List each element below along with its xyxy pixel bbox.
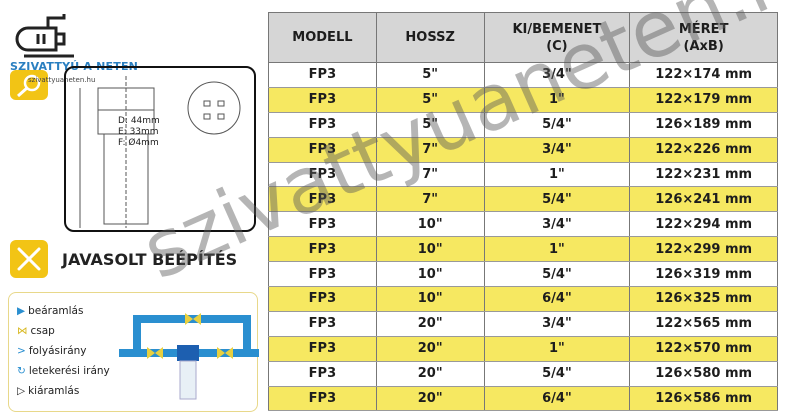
cell-size: 122×174 mm (629, 62, 778, 88)
cell-connection: 1" (483, 336, 631, 362)
cell-size: 126×586 mm (629, 386, 778, 412)
table-row: FP3 20" 5/4" 126×580 mm (268, 361, 778, 387)
cell-connection: 6/4" (483, 286, 631, 312)
cell-connection: 3/4" (483, 311, 631, 337)
cell-size: 126×189 mm (629, 112, 778, 138)
logo-url: szivattyuaneten.hu (28, 76, 96, 84)
cell-connection: 1" (483, 87, 631, 113)
table-row: FP3 20" 3/4" 122×565 mm (268, 311, 778, 337)
cell-length: 10" (375, 236, 485, 263)
cell-length: 20" (375, 361, 485, 387)
inflow-icon: ▶ (17, 305, 26, 317)
cell-model: FP3 (268, 261, 377, 288)
cell-length: 20" (375, 336, 485, 362)
cell-connection: 3/4" (483, 211, 631, 238)
cell-model: FP3 (268, 361, 377, 387)
pipe-diagram (119, 313, 259, 400)
cell-model: FP3 (268, 87, 377, 113)
cell-connection: 5/4" (483, 361, 631, 387)
cell-length: 10" (375, 211, 485, 238)
cell-length: 7" (375, 162, 485, 188)
install-diagram: ▶ beáramlás ⋈ csap > folyásirány ↻ letekerés… (8, 292, 259, 412)
cell-length: 7" (375, 137, 485, 163)
unscrew-direction-icon: ↻ (17, 365, 26, 377)
cell-size: 122×231 mm (629, 162, 778, 188)
dim-d: D: 44mm (118, 116, 160, 126)
table-header: MODELL HOSSZ KI/BEMENET (C) MÉRET (AxB) (268, 12, 778, 63)
dim-f: F: Ø4mm (118, 138, 159, 148)
cell-length: 5" (375, 87, 485, 113)
cell-model: FP3 (268, 62, 377, 88)
wrench-screwdriver-icon (10, 240, 48, 278)
cell-size: 122×299 mm (629, 236, 778, 263)
cell-size: 126×319 mm (629, 261, 778, 288)
cell-length: 10" (375, 286, 485, 312)
table-row: FP3 10" 3/4" 122×294 mm (268, 211, 778, 238)
cell-model: FP3 (268, 137, 377, 163)
cell-connection: 5/4" (483, 186, 631, 213)
cell-connection: 5/4" (483, 112, 631, 138)
cell-connection: 6/4" (483, 386, 631, 412)
legend-unscrew: ↻ letekerési irány (17, 361, 110, 381)
flow-direction-icon: > (17, 345, 26, 357)
cell-model: FP3 (268, 386, 377, 412)
table-row: FP3 7" 3/4" 122×226 mm (268, 137, 778, 163)
table-row: FP3 7" 5/4" 126×241 mm (268, 186, 778, 213)
table-row: FP3 7" 1" 122×231 mm (268, 162, 778, 188)
legend-flow: > folyásirány (17, 341, 110, 361)
cell-model: FP3 (268, 211, 377, 238)
cell-length: 5" (375, 112, 485, 138)
cell-length: 10" (375, 261, 485, 288)
cell-size: 122×294 mm (629, 211, 778, 238)
pump-logo-icon (8, 6, 118, 66)
legend-valve: ⋈ csap (17, 321, 110, 341)
cell-connection: 1" (483, 162, 631, 188)
table-row: FP3 5" 3/4" 122×174 mm (268, 62, 778, 88)
dim-e: E: 33mm (118, 127, 159, 137)
spec-table: MODELL HOSSZ KI/BEMENET (C) MÉRET (AxB) … (268, 12, 778, 412)
table-row: FP3 10" 5/4" 126×319 mm (268, 261, 778, 288)
cell-connection: 3/4" (483, 137, 631, 163)
cell-model: FP3 (268, 286, 377, 312)
cell-model: FP3 (268, 112, 377, 138)
cell-length: 5" (375, 62, 485, 88)
header-modell: MODELL (268, 12, 377, 63)
cell-connection: 1" (483, 236, 631, 263)
table-row: FP3 20" 1" 122×570 mm (268, 336, 778, 362)
install-title: JAVASOLT BEÉPÍTÉS (62, 250, 238, 269)
cell-size: 122×570 mm (629, 336, 778, 362)
header-ki-bemenet: KI/BEMENET (C) (483, 12, 631, 63)
cell-model: FP3 (268, 186, 377, 213)
cell-length: 20" (375, 311, 485, 337)
cell-length: 7" (375, 186, 485, 213)
header-hossz: HOSSZ (375, 12, 485, 63)
table-row: FP3 5" 5/4" 126×189 mm (268, 112, 778, 138)
outflow-icon: ▷ (17, 385, 26, 397)
table-row: FP3 10" 6/4" 126×325 mm (268, 286, 778, 312)
table-row: FP3 20" 6/4" 126×586 mm (268, 386, 778, 412)
cell-size: 126×241 mm (629, 186, 778, 213)
cell-model: FP3 (268, 162, 377, 188)
cell-length: 20" (375, 386, 485, 412)
cell-connection: 5/4" (483, 261, 631, 288)
dimension-list: D: 44mm E: 33mm F: Ø4mm (118, 116, 160, 149)
cell-size: 126×580 mm (629, 361, 778, 387)
cell-connection: 3/4" (483, 62, 631, 88)
legend-inflow: ▶ beáramlás (17, 301, 110, 321)
cell-model: FP3 (268, 236, 377, 263)
cell-size: 122×226 mm (629, 137, 778, 163)
legend-outflow: ▷ kiáramlás (17, 381, 110, 401)
table-row: FP3 5" 1" 122×179 mm (268, 87, 778, 113)
cell-size: 126×325 mm (629, 286, 778, 312)
cell-model: FP3 (268, 311, 377, 337)
valve-icon: ⋈ (17, 325, 28, 337)
search-icon (10, 70, 48, 100)
table-row: FP3 10" 1" 122×299 mm (268, 236, 778, 263)
cell-size: 122×565 mm (629, 311, 778, 337)
filter-technical-drawing (64, 66, 256, 232)
cell-size: 122×179 mm (629, 87, 778, 113)
cell-model: FP3 (268, 336, 377, 362)
header-meret: MÉRET (AxB) (629, 12, 778, 63)
